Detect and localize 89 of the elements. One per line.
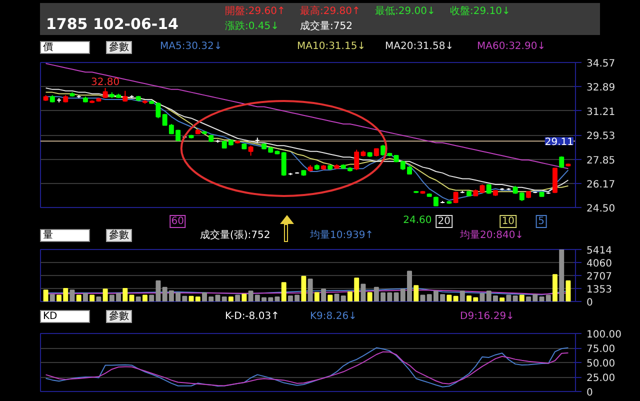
y-tick-label: 24.50 [586, 204, 616, 214]
bar [129, 294, 134, 302]
text: 均量20:840↓ [460, 230, 524, 241]
text: 最低:29.00↓ [375, 6, 436, 17]
text: 20 [436, 215, 452, 228]
y-tick-label: 29.53 [586, 131, 616, 142]
bar [314, 292, 320, 302]
text: 漲跌:0.45↓ [225, 21, 280, 32]
bar [301, 276, 306, 302]
bar [500, 298, 505, 302]
y-tick-label: 0 [586, 298, 593, 308]
bar [420, 294, 426, 302]
bar [308, 278, 313, 302]
y-tick-label: 31.21 [586, 106, 616, 118]
chart-title: 1785 102-06-14 [46, 15, 178, 33]
bar [82, 293, 88, 302]
text: MA20:31.58↓ [385, 41, 454, 52]
bar [222, 296, 227, 302]
bar [321, 288, 326, 302]
bar [446, 294, 452, 302]
annotation: 32.80 [90, 76, 120, 88]
text: MA60:32.90↓ [477, 41, 546, 52]
text: 成交量:752 [300, 21, 352, 32]
y-tick-label: 26.17 [586, 179, 616, 190]
candlestick [248, 145, 254, 156]
text: 參數 [106, 310, 132, 323]
bar [90, 294, 95, 302]
bar [360, 284, 366, 302]
y-tick-label: 25.00 [586, 373, 616, 384]
y-tick-label: 5414 [586, 246, 612, 256]
text: 參數 [106, 41, 132, 54]
bar [519, 294, 524, 302]
text: 60 [169, 215, 186, 228]
bar [274, 296, 280, 302]
bar [506, 294, 512, 302]
text: 收盤:29.10↓ [450, 6, 510, 17]
y-tick-label: 32.89 [586, 82, 616, 94]
y-tick-label: 2707 [586, 272, 612, 282]
bar [70, 290, 75, 302]
bar [281, 282, 286, 302]
bar [328, 294, 333, 302]
candlestick [281, 152, 286, 176]
text: 價 [40, 41, 90, 54]
bar [512, 296, 518, 302]
bar [566, 280, 571, 302]
candlestick [433, 196, 438, 207]
bar [43, 290, 48, 302]
bar [242, 294, 247, 302]
text: 24.60 [402, 215, 433, 226]
bar [559, 250, 564, 302]
bar [228, 296, 234, 302]
bar [460, 290, 465, 302]
bar [367, 292, 372, 302]
bar [76, 294, 82, 302]
text: MA5:30.32↓ [160, 41, 222, 52]
text: 10 [500, 215, 517, 228]
text: 開盤:29.60↑ [225, 6, 286, 17]
y-tick-label: 100.00 [586, 330, 622, 340]
candlestick [156, 102, 161, 119]
text: KD [40, 310, 90, 323]
bar [96, 296, 102, 302]
text: 量 [40, 229, 90, 242]
text: K9:8.26↓ [310, 311, 357, 322]
y-tick-label: 34.57 [586, 58, 616, 70]
y-tick-label: 1353 [586, 284, 612, 296]
bar [122, 288, 128, 302]
y-tick-label: 4060 [586, 258, 612, 270]
y-tick-label: 0 [586, 388, 593, 398]
text: K-D:-8.03↑ [225, 311, 280, 322]
y-tick-label: 50.00 [586, 358, 616, 370]
bar [552, 274, 558, 302]
bar [102, 288, 108, 302]
bar [50, 294, 55, 302]
text: 最高:29.80↑ [300, 6, 360, 17]
y-tick-label: 75.00 [586, 344, 616, 355]
bar [136, 296, 141, 302]
bar [235, 294, 240, 302]
text: 5 [536, 215, 546, 228]
text: 參數 [106, 229, 132, 242]
bar [142, 294, 148, 302]
bar [480, 293, 485, 302]
text: MA10:31.15↓ [297, 41, 366, 52]
bar [453, 296, 458, 302]
y-tick-label: 27.85 [586, 155, 616, 166]
bar [414, 285, 419, 302]
text: 成交量(張):752 [200, 230, 270, 241]
text: 均量10:939↑ [310, 230, 374, 241]
text: D9:16.29↓ [460, 311, 514, 322]
candlestick [486, 184, 492, 194]
